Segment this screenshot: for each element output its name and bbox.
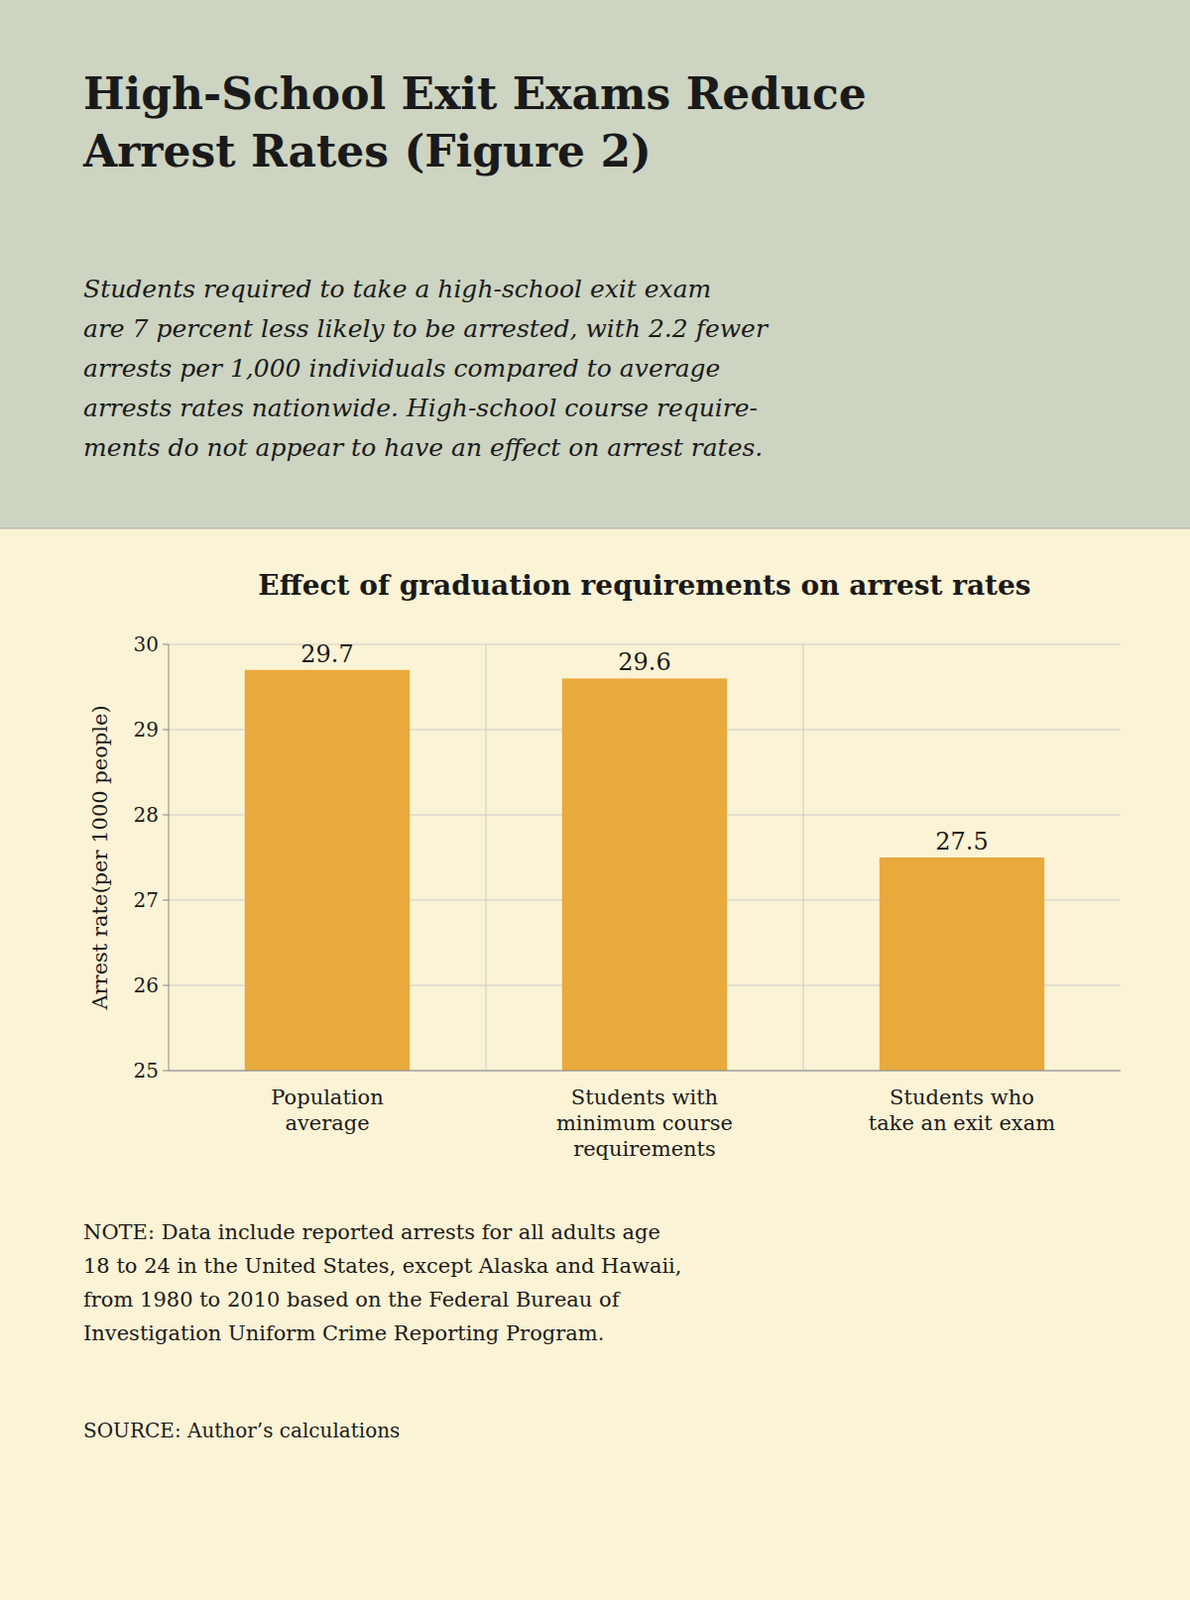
- y-tick: [162, 815, 169, 817]
- header: [0, 0, 1190, 529]
- y-tick: [162, 1071, 169, 1072]
- y-tick-label: 28: [133, 803, 159, 828]
- bar: [562, 678, 727, 1071]
- data-label: 29.7: [300, 640, 354, 669]
- x-axis: [168, 1071, 1121, 1072]
- x-tick-label: Students whotake an exit exam: [868, 1085, 1056, 1136]
- y-tick-label: 25: [133, 1059, 159, 1083]
- y-tick-label: 26: [133, 973, 159, 998]
- title: High-School Exit Exams ReduceArrest Rate…: [82, 68, 867, 177]
- chart-title: Effect of graduation requirements on arr…: [257, 569, 1031, 602]
- y-tick: [162, 729, 169, 731]
- y-axis-label: Arrest rate(per 1000 people): [88, 705, 113, 1011]
- subtitle: Students required to take a high-school …: [83, 274, 770, 463]
- y-tick-label: 29: [133, 717, 159, 742]
- x-tick-label: Populationaverage: [270, 1085, 383, 1136]
- header-separator: [0, 528, 1190, 530]
- background: [0, 0, 1190, 1600]
- note: NOTE: Data include reported arrests for …: [83, 1220, 683, 1346]
- bar: [879, 857, 1045, 1071]
- data-label: 29.6: [617, 648, 671, 677]
- y-axis: [168, 644, 170, 1071]
- data-label: 27.5: [935, 828, 988, 856]
- bars: [244, 670, 1045, 1071]
- y-tick-label: 30: [133, 632, 159, 657]
- y-tick: [162, 644, 169, 646]
- category-separator: [803, 644, 805, 1071]
- source: SOURCE: Author’s calculations: [83, 1419, 400, 1443]
- x-tick-label: Students withminimum courserequirements: [556, 1085, 733, 1162]
- category-separator: [485, 644, 487, 1071]
- bar: [244, 670, 410, 1071]
- y-tick: [162, 985, 169, 987]
- y-tick-label: 27: [133, 888, 159, 913]
- y-tick: [162, 900, 169, 902]
- chart: High-School Exit Exams ReduceArrest Rate…: [0, 0, 1190, 1600]
- grid-line: [168, 1071, 1121, 1072]
